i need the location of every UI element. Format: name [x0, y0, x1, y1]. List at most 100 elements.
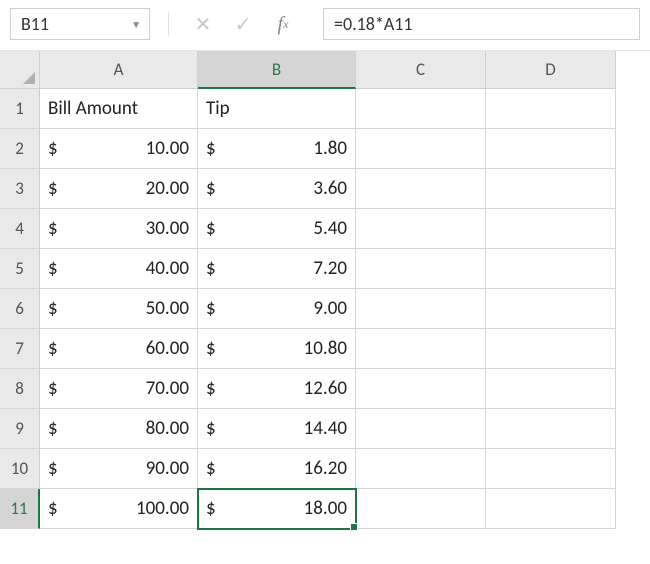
row-head-11[interactable]: 11	[0, 489, 40, 529]
row-head-4[interactable]: 4	[0, 209, 40, 249]
cell-C10[interactable]	[356, 449, 486, 489]
cell-D4[interactable]	[486, 209, 616, 249]
cell-C6[interactable]	[356, 289, 486, 329]
cell-value: 9.00	[216, 297, 347, 320]
cell-D1[interactable]	[486, 89, 616, 129]
cell-C1[interactable]	[356, 89, 486, 129]
cell-D8[interactable]	[486, 369, 616, 409]
row-head-7[interactable]: 7	[0, 329, 40, 369]
row-head-5[interactable]: 5	[0, 249, 40, 289]
cell-B3[interactable]: $3.60	[198, 169, 356, 209]
col-head-C[interactable]: C	[356, 51, 486, 89]
spreadsheet-grid[interactable]: ABCD1Bill AmountTip2$10.00$1.803$20.00$3…	[0, 51, 650, 529]
cell-C11[interactable]	[356, 489, 486, 529]
row-head-8[interactable]: 8	[0, 369, 40, 409]
accept-icon: ✓	[229, 10, 257, 38]
cell-A10[interactable]: $90.00	[40, 449, 198, 489]
currency-symbol: $	[48, 337, 58, 360]
currency-symbol: $	[48, 417, 58, 440]
fx-icon[interactable]: fx	[269, 10, 297, 38]
dropdown-icon[interactable]: ▼	[131, 18, 141, 31]
cell-D3[interactable]	[486, 169, 616, 209]
currency-symbol: $	[48, 257, 58, 280]
select-all-corner[interactable]	[0, 51, 40, 89]
cell-value: 14.40	[216, 417, 347, 440]
cell-A5[interactable]: $40.00	[40, 249, 198, 289]
cell-C8[interactable]	[356, 369, 486, 409]
cell-B7[interactable]: $10.80	[198, 329, 356, 369]
cell-C3[interactable]	[356, 169, 486, 209]
currency-symbol: $	[48, 377, 58, 400]
cell-value: 40.00	[58, 257, 189, 280]
cell-D2[interactable]	[486, 129, 616, 169]
cell-value: 70.00	[58, 377, 189, 400]
currency-symbol: $	[206, 177, 216, 200]
formula-bar: B11 ▼ ✕ ✓ fx =0.18*A11	[0, 0, 650, 51]
currency-symbol: $	[206, 497, 216, 520]
row-head-1[interactable]: 1	[0, 89, 40, 129]
formula-input[interactable]: =0.18*A11	[323, 8, 640, 40]
cell-D9[interactable]	[486, 409, 616, 449]
row-head-10[interactable]: 10	[0, 449, 40, 489]
cell-B11[interactable]: $18.00	[198, 489, 356, 529]
cell-value: 90.00	[58, 457, 189, 480]
cell-B5[interactable]: $7.20	[198, 249, 356, 289]
currency-symbol: $	[206, 217, 216, 240]
cell-value: 7.20	[216, 257, 347, 280]
row-head-3[interactable]: 3	[0, 169, 40, 209]
col-head-A[interactable]: A	[40, 51, 198, 89]
currency-symbol: $	[206, 377, 216, 400]
cancel-icon: ✕	[189, 10, 217, 38]
cell-D6[interactable]	[486, 289, 616, 329]
cell-C9[interactable]	[356, 409, 486, 449]
cell-B9[interactable]: $14.40	[198, 409, 356, 449]
cell-value: 16.20	[216, 457, 347, 480]
cell-C5[interactable]	[356, 249, 486, 289]
col-head-D[interactable]: D	[486, 51, 616, 89]
cell-value: 18.00	[216, 497, 347, 520]
cell-D11[interactable]	[486, 489, 616, 529]
currency-symbol: $	[48, 137, 58, 160]
cell-value: 20.00	[58, 177, 189, 200]
formula-text: =0.18*A11	[334, 13, 413, 35]
row-head-9[interactable]: 9	[0, 409, 40, 449]
name-box[interactable]: B11 ▼	[10, 8, 150, 40]
cell-D7[interactable]	[486, 329, 616, 369]
cell-B6[interactable]: $9.00	[198, 289, 356, 329]
cell-value: 10.00	[58, 137, 189, 160]
cell-A2[interactable]: $10.00	[40, 129, 198, 169]
currency-symbol: $	[206, 297, 216, 320]
currency-symbol: $	[206, 257, 216, 280]
cell-value: 80.00	[58, 417, 189, 440]
row-head-6[interactable]: 6	[0, 289, 40, 329]
cell-D5[interactable]	[486, 249, 616, 289]
cell-value: 30.00	[58, 217, 189, 240]
col-head-B[interactable]: B	[198, 51, 356, 89]
cell-A1[interactable]: Bill Amount	[40, 89, 198, 129]
cell-C4[interactable]	[356, 209, 486, 249]
cell-D10[interactable]	[486, 449, 616, 489]
cell-A3[interactable]: $20.00	[40, 169, 198, 209]
row-head-2[interactable]: 2	[0, 129, 40, 169]
currency-symbol: $	[48, 297, 58, 320]
cell-B1[interactable]: Tip	[198, 89, 356, 129]
cell-B2[interactable]: $1.80	[198, 129, 356, 169]
currency-symbol: $	[206, 137, 216, 160]
cell-value: 12.60	[216, 377, 347, 400]
cell-value: 10.80	[216, 337, 347, 360]
currency-symbol: $	[48, 177, 58, 200]
cell-C7[interactable]	[356, 329, 486, 369]
cell-B4[interactable]: $5.40	[198, 209, 356, 249]
cell-A9[interactable]: $80.00	[40, 409, 198, 449]
cell-value: 3.60	[216, 177, 347, 200]
currency-symbol: $	[48, 457, 58, 480]
cell-B8[interactable]: $12.60	[198, 369, 356, 409]
currency-symbol: $	[206, 417, 216, 440]
cell-A7[interactable]: $60.00	[40, 329, 198, 369]
cell-A8[interactable]: $70.00	[40, 369, 198, 409]
cell-A11[interactable]: $100.00	[40, 489, 198, 529]
cell-B10[interactable]: $16.20	[198, 449, 356, 489]
cell-C2[interactable]	[356, 129, 486, 169]
cell-A6[interactable]: $50.00	[40, 289, 198, 329]
cell-A4[interactable]: $30.00	[40, 209, 198, 249]
